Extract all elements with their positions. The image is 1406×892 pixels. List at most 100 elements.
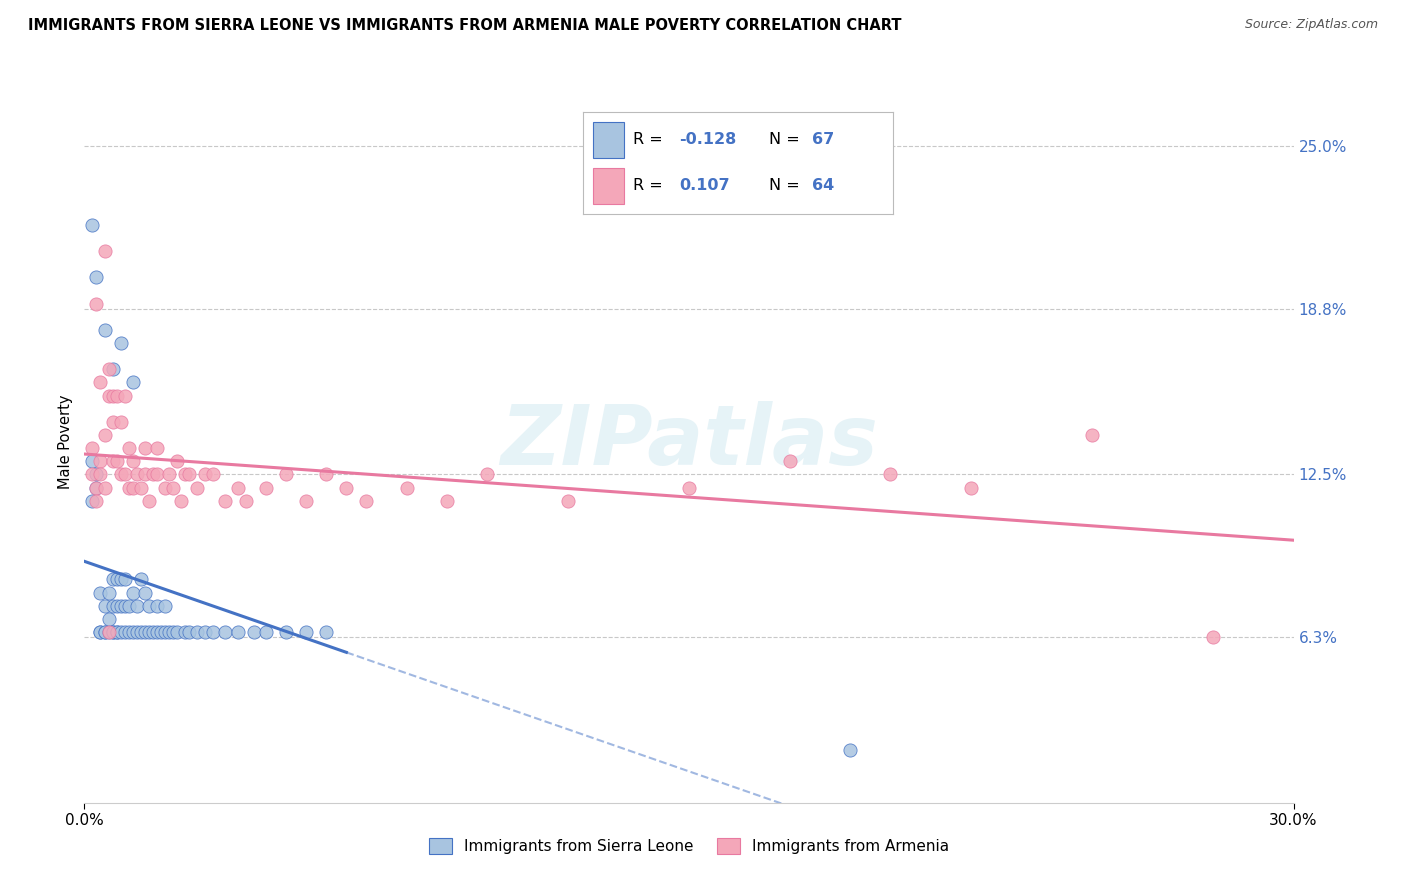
Point — [839, 743, 862, 757]
Point — [134, 625, 156, 640]
Point — [121, 481, 143, 495]
Point — [118, 441, 141, 455]
Point — [121, 376, 143, 390]
Text: 64: 64 — [813, 178, 835, 194]
Point — [105, 625, 128, 640]
Point — [86, 481, 108, 495]
Text: N =: N = — [769, 132, 806, 147]
Point — [174, 467, 197, 482]
Point — [356, 493, 378, 508]
Point — [235, 493, 257, 508]
Point — [879, 467, 901, 482]
Point — [274, 625, 297, 640]
Point — [93, 244, 115, 258]
Point — [395, 481, 418, 495]
Point — [557, 493, 579, 508]
Point — [162, 625, 184, 640]
Point — [114, 599, 136, 613]
Point — [101, 599, 124, 613]
Point — [179, 625, 201, 640]
Text: -0.128: -0.128 — [679, 132, 737, 147]
Text: ZIPatlas: ZIPatlas — [501, 401, 877, 482]
Point — [134, 441, 156, 455]
Point — [335, 481, 357, 495]
Point — [186, 625, 208, 640]
Point — [138, 493, 160, 508]
Point — [118, 625, 141, 640]
Text: IMMIGRANTS FROM SIERRA LEONE VS IMMIGRANTS FROM ARMENIA MALE POVERTY CORRELATION: IMMIGRANTS FROM SIERRA LEONE VS IMMIGRAN… — [28, 18, 901, 33]
Point — [97, 362, 120, 376]
Point — [89, 625, 111, 640]
Point — [295, 625, 318, 640]
Y-axis label: Male Poverty: Male Poverty — [58, 394, 73, 489]
Point — [254, 625, 277, 640]
Point — [214, 625, 236, 640]
Point — [118, 599, 141, 613]
Point — [138, 599, 160, 613]
Point — [194, 625, 217, 640]
Point — [166, 454, 188, 468]
Point — [153, 599, 176, 613]
Text: 0.107: 0.107 — [679, 178, 730, 194]
Point — [93, 625, 115, 640]
Point — [101, 388, 124, 402]
Point — [89, 454, 111, 468]
Point — [779, 454, 801, 468]
Point — [121, 454, 143, 468]
Point — [93, 323, 115, 337]
Point — [93, 625, 115, 640]
Point — [146, 625, 169, 640]
Point — [82, 441, 104, 455]
Point — [93, 481, 115, 495]
Point — [146, 441, 169, 455]
Point — [153, 481, 176, 495]
Point — [1202, 630, 1225, 644]
Point — [97, 625, 120, 640]
Point — [101, 625, 124, 640]
Point — [82, 493, 104, 508]
Point — [121, 585, 143, 599]
Point — [86, 270, 108, 285]
Point — [315, 467, 337, 482]
Text: N =: N = — [769, 178, 806, 194]
Point — [105, 573, 128, 587]
FancyBboxPatch shape — [593, 122, 624, 158]
Point — [86, 493, 108, 508]
Point — [254, 481, 277, 495]
Point — [214, 493, 236, 508]
Point — [89, 625, 111, 640]
Point — [101, 625, 124, 640]
Point — [157, 625, 180, 640]
Text: 67: 67 — [813, 132, 835, 147]
Point — [86, 296, 108, 310]
Point — [110, 573, 132, 587]
Point — [134, 467, 156, 482]
Point — [97, 585, 120, 599]
Point — [93, 428, 115, 442]
Point — [960, 481, 983, 495]
Point — [125, 625, 148, 640]
Point — [678, 481, 700, 495]
Point — [149, 625, 172, 640]
Point — [186, 481, 208, 495]
Point — [118, 481, 141, 495]
Point — [110, 599, 132, 613]
Point — [110, 415, 132, 429]
Point — [97, 612, 120, 626]
Point — [157, 467, 180, 482]
Point — [105, 388, 128, 402]
Legend: Immigrants from Sierra Leone, Immigrants from Armenia: Immigrants from Sierra Leone, Immigrants… — [423, 832, 955, 860]
Point — [194, 467, 217, 482]
Point — [125, 467, 148, 482]
Point — [226, 481, 249, 495]
Point — [121, 625, 143, 640]
Point — [1081, 428, 1104, 442]
Text: R =: R = — [633, 132, 668, 147]
Point — [105, 625, 128, 640]
Point — [146, 467, 169, 482]
Point — [110, 336, 132, 351]
Point — [86, 467, 108, 482]
Point — [477, 467, 499, 482]
Point — [202, 625, 225, 640]
Point — [114, 388, 136, 402]
